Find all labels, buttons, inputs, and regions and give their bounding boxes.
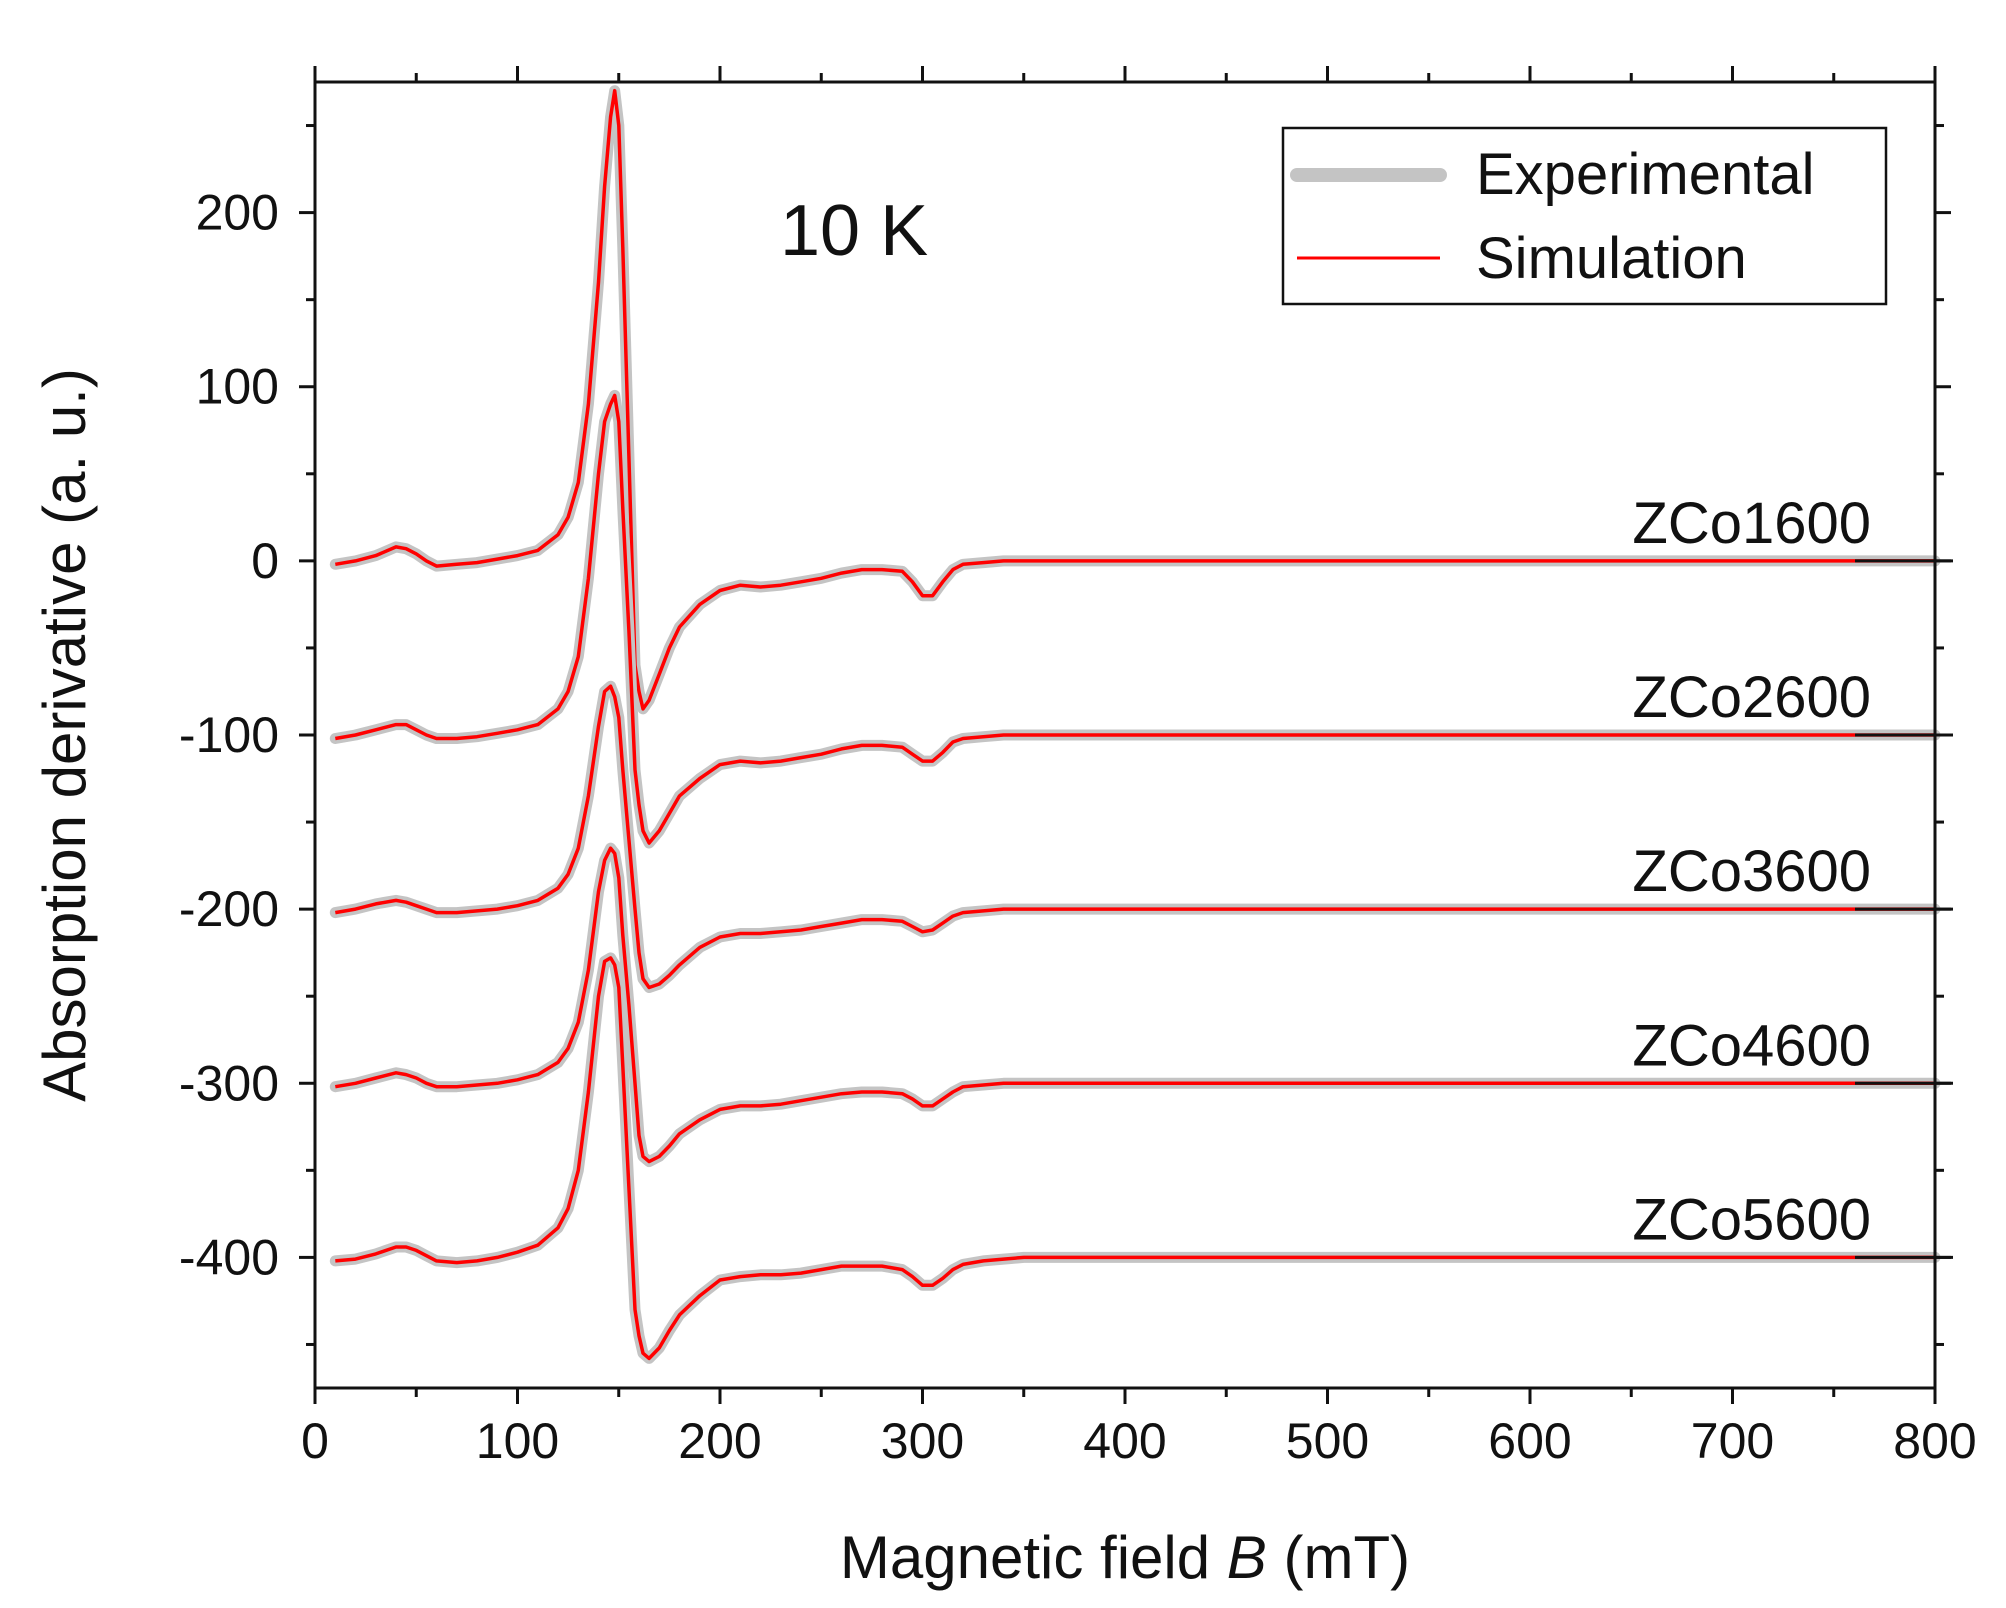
legend-label-simulation: Simulation (1476, 226, 1747, 291)
temperature-annotation: 10 K (780, 191, 928, 271)
series-label-ZCo5600: ZCo5600 (1632, 1187, 1871, 1252)
y-tick-label: -300 (179, 1055, 279, 1111)
y-tick-label: 100 (196, 359, 279, 415)
x-tick-label: 700 (1691, 1413, 1774, 1469)
series-label-ZCo4600: ZCo4600 (1632, 1013, 1871, 1078)
experimental-curve-ZCo2600 (329, 389, 1941, 849)
y-tick-label: 0 (251, 533, 279, 589)
legend: Experimental Simulation (1281, 126, 1888, 306)
y-tick-label: -200 (179, 881, 279, 937)
y-tick-label: -400 (179, 1229, 279, 1285)
x-tick-label: 300 (881, 1413, 964, 1469)
x-tick-label: 200 (678, 1413, 761, 1469)
x-tick-label: 800 (1893, 1413, 1976, 1469)
series-labels-layer: ZCo1600 ZCo2600 ZCo3600 ZCo4600 ZCo5600 (1632, 491, 1871, 1253)
legend-box (1281, 126, 1888, 306)
baseline-marks-layer (1855, 559, 1953, 1259)
simulation-curve-ZCo3600 (335, 684, 1935, 990)
x-axis-title: Magnetic field B (mT) (840, 1524, 1410, 1591)
simulation-curve-ZCo2600 (335, 393, 1935, 845)
series-label-ZCo2600: ZCo2600 (1632, 665, 1871, 730)
simulation-curve-ZCo4600 (335, 846, 1935, 1164)
y-tick-label: 200 (196, 185, 279, 241)
legend-label-experimental: Experimental (1476, 142, 1814, 207)
y-axis-title: Absorption derivative (a. u.) (31, 368, 98, 1102)
x-axis-title-suffix: (mT) (1267, 1524, 1410, 1591)
x-tick-label: 600 (1488, 1413, 1571, 1469)
curves-layer (329, 85, 1941, 1364)
simulation-curve-ZCo1600 (335, 88, 1935, 711)
x-tick-label: 400 (1083, 1413, 1166, 1469)
x-axis-title-variable: B (1227, 1524, 1267, 1591)
ticks-layer: 0 100 200 300 400 500 600 700 800 200 100 0 -100 -200… (179, 66, 1977, 1469)
x-tick-label: 500 (1286, 1413, 1369, 1469)
x-tick-label: 0 (301, 1413, 329, 1469)
series-label-ZCo1600: ZCo1600 (1632, 491, 1871, 556)
simulation-curve-ZCo5600 (335, 956, 1935, 1361)
y-tick-label: -100 (179, 707, 279, 763)
x-axis-title-prefix: Magnetic field (840, 1524, 1227, 1591)
x-tick-label: 100 (476, 1413, 559, 1469)
series-label-ZCo3600: ZCo3600 (1632, 839, 1871, 904)
